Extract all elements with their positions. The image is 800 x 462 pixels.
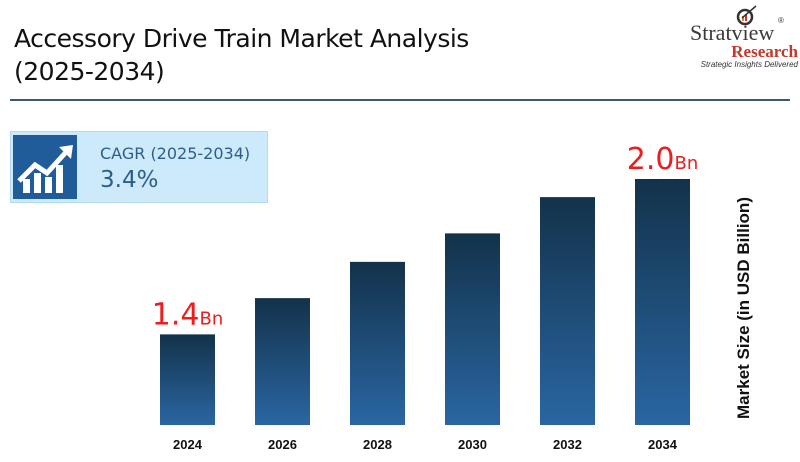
x-tick-label: 2034	[648, 437, 678, 452]
magnifier-chart-icon	[736, 5, 757, 26]
stratview-logo: Stratview ® Research Strategic Insights …	[690, 4, 800, 69]
x-tick-label: 2024	[173, 437, 203, 452]
bar-2034	[635, 179, 690, 425]
growth-chart-icon	[13, 135, 77, 199]
x-tick-label: 2026	[268, 437, 297, 452]
bar-2026	[255, 298, 310, 425]
title-line-1: Accessory Drive Train Market Analysis	[14, 24, 469, 53]
bar-2030	[445, 233, 500, 425]
cagr-value: 3.4%	[100, 167, 159, 193]
title-line-2: (2025-2034)	[14, 57, 165, 86]
logo-tagline: Strategic Insights Delivered	[700, 60, 798, 69]
bar-2032	[540, 197, 595, 425]
bar-2028	[350, 261, 405, 425]
cagr-box: CAGR (2025-2034) 3.4%	[10, 131, 268, 203]
logo-registered: ®	[778, 16, 784, 25]
data-label-2034: 2.0Bn	[627, 142, 698, 177]
x-tick-label: 2028	[363, 437, 392, 452]
logo-research: Research	[731, 42, 798, 61]
data-label-2024: 1.4Bn	[152, 297, 223, 332]
cagr-label: CAGR (2025-2034)	[100, 144, 251, 163]
x-tick-label: 2030	[458, 437, 487, 452]
logo-brand: Stratview	[690, 20, 775, 45]
page-title: Accessory Drive Train Market Analysis (2…	[14, 22, 469, 88]
header-divider	[10, 99, 790, 101]
bar-2024	[160, 334, 215, 425]
y-axis-label: Market Size (in USD Billion)	[734, 197, 753, 419]
x-tick-label: 2032	[553, 437, 582, 452]
